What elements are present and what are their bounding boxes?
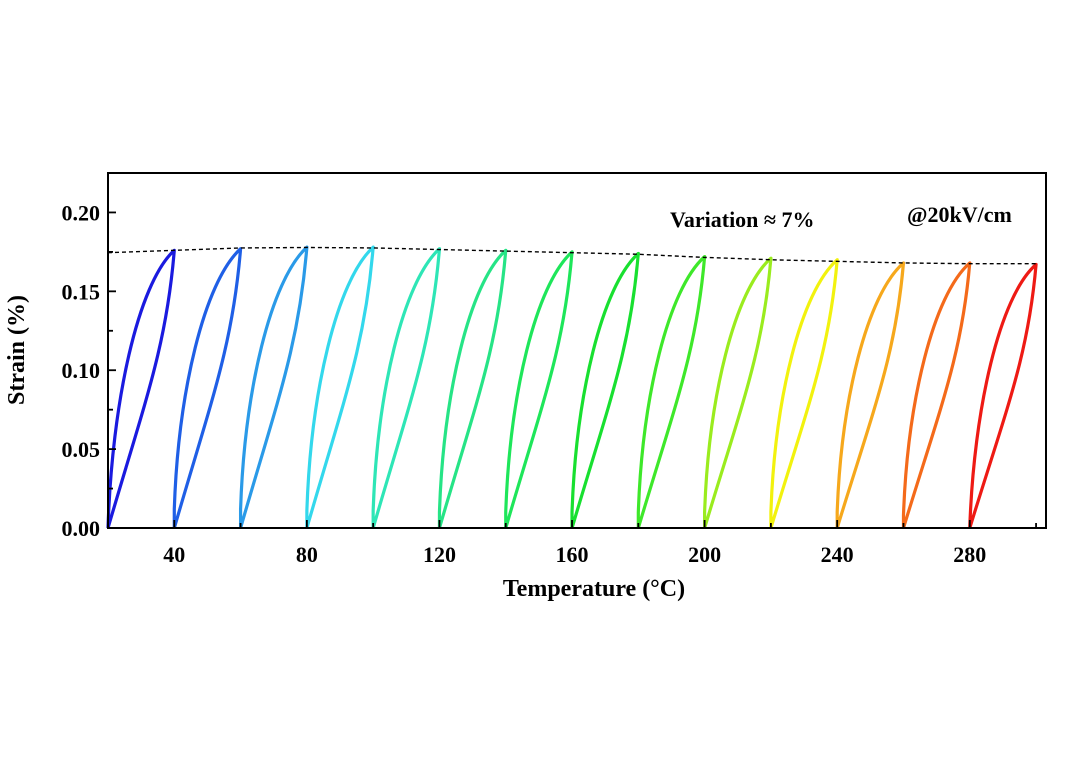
strain-loops	[106, 245, 1038, 529]
strain-loop-80	[305, 245, 375, 529]
strain-loop-160	[570, 251, 640, 529]
field-annotation: @20kV/cm	[907, 202, 1012, 227]
y-axis-tick-labels: 0.00 0.05 0.10 0.15 0.20	[62, 200, 101, 541]
plot-frame	[107, 172, 1047, 529]
strain-loop-260	[901, 261, 972, 529]
strain-loop-280	[968, 262, 1038, 529]
strain-loop-120	[437, 248, 508, 529]
y-tick-label: 0.10	[62, 358, 101, 383]
x-tick-label: 280	[953, 542, 986, 567]
x-tick-label: 80	[296, 542, 318, 567]
y-axis-ticks	[108, 211, 116, 529]
strain-loop-180	[636, 255, 707, 529]
y-tick-label: 0.15	[62, 279, 101, 304]
y-tick-label: 0.05	[62, 437, 101, 462]
y-tick-label: 0.00	[62, 516, 101, 541]
x-tick-label: 240	[821, 542, 854, 567]
variation-annotation: Variation ≈ 7%	[670, 207, 815, 232]
strain-loop-220	[769, 258, 839, 529]
x-tick-label: 40	[163, 542, 185, 567]
x-axis-tick-labels: 40 80 120 160 200 240 280	[163, 542, 986, 567]
strain-loop-60	[238, 245, 309, 529]
y-tick-label: 0.20	[62, 200, 101, 225]
strain-loop-140	[504, 250, 574, 529]
max-strain-envelope-line	[107, 246, 1037, 265]
y-axis-title: Strain (%)	[4, 295, 30, 405]
strain-loop-240	[835, 261, 906, 529]
x-axis-title: Temperature (°C)	[503, 576, 685, 602]
strain-loop-20	[106, 248, 176, 529]
strain-loop-200	[703, 256, 773, 529]
strain-loop-40	[172, 247, 243, 529]
x-tick-label: 160	[556, 542, 589, 567]
x-tick-label: 120	[423, 542, 456, 567]
strain-loop-100	[371, 247, 442, 529]
x-axis-ticks	[107, 520, 1037, 528]
x-tick-label: 200	[688, 542, 721, 567]
